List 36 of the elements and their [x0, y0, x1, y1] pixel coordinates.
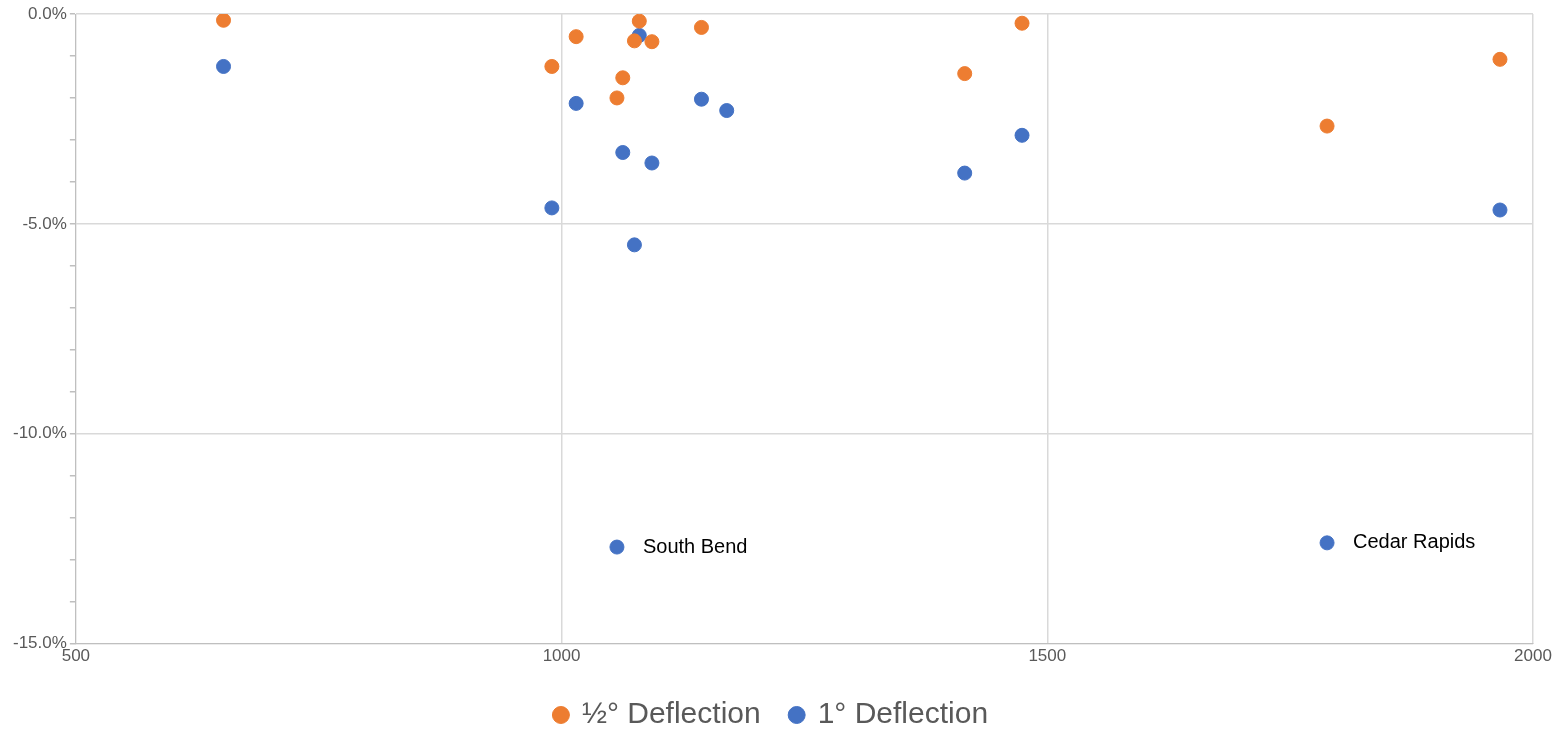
annotation: Cedar Rapids — [1353, 530, 1476, 553]
legend-label: ½° Deflection — [581, 696, 761, 730]
point — [631, 14, 647, 29]
legend-label: 1° Deflection — [817, 696, 989, 730]
point — [957, 165, 973, 181]
point — [568, 95, 584, 111]
point — [1014, 127, 1030, 143]
point — [1492, 51, 1508, 67]
x-tick-label: 2000 — [1514, 646, 1552, 666]
point — [719, 103, 735, 119]
point — [609, 539, 625, 555]
y-tick-label: -10.0% — [12, 423, 67, 443]
point — [644, 34, 660, 50]
point — [693, 91, 709, 107]
point — [644, 155, 660, 171]
x-tick-label: 1500 — [1028, 646, 1067, 666]
point — [1319, 535, 1335, 551]
point — [626, 33, 642, 49]
x-tick-label: 1000 — [542, 646, 581, 666]
point — [568, 29, 584, 45]
point — [626, 237, 642, 253]
point — [1319, 118, 1335, 134]
point — [216, 58, 232, 74]
point — [1014, 15, 1030, 31]
point — [544, 200, 560, 216]
point — [544, 58, 560, 74]
point — [216, 14, 232, 28]
y-tick-label: 0.0% — [28, 3, 67, 23]
point — [693, 19, 709, 35]
point — [1492, 202, 1508, 218]
annotation: South Bend — [642, 534, 748, 557]
point — [957, 66, 973, 82]
point — [609, 90, 625, 106]
y-tick-label: -5.0% — [22, 213, 67, 233]
point — [615, 145, 631, 161]
point — [615, 70, 631, 86]
